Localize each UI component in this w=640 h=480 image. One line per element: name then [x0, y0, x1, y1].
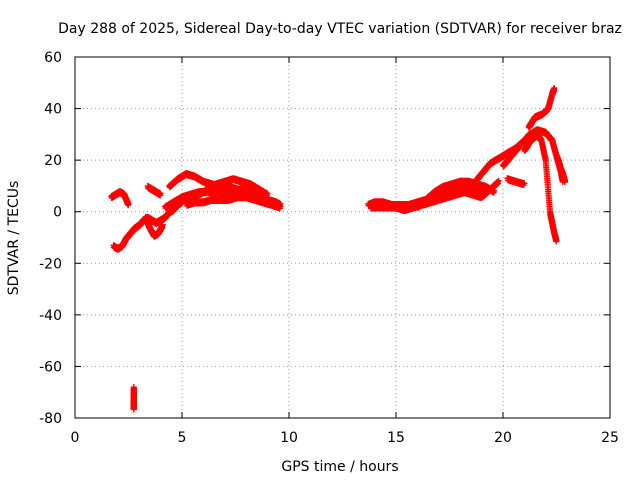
grid-lines [74, 56, 611, 419]
y-tick-label: 0 [53, 205, 62, 221]
series-arc-afternoon-3 [414, 177, 498, 212]
data-point-interp [276, 205, 283, 212]
data-point-interp [125, 202, 132, 209]
series-arc-early-high [108, 188, 132, 209]
data-points [108, 84, 569, 413]
chart-title: Day 288 of 2025, Sidereal Day-to-day VTE… [58, 21, 622, 37]
x-tick-label: 10 [280, 430, 298, 446]
x-tick-label: 25 [601, 430, 619, 446]
series-arc-late [553, 151, 569, 186]
y-tick-label: 60 [44, 50, 62, 66]
data-point-interp [520, 182, 527, 189]
data-point-interp [159, 224, 166, 231]
series-arc-morning-3 [179, 175, 271, 204]
y-axis-label: SDTVAR / TECUs [6, 181, 22, 296]
x-tick-label: 5 [178, 430, 187, 446]
x-axis-label: GPS time / hours [281, 459, 398, 475]
data-point-interp [553, 238, 560, 245]
plot-frame [74, 56, 611, 419]
tick-labels: 0 5 10 15 20 25 -80 -60 -40 -20 0 20 40 60 [39, 50, 619, 446]
data-point-interp [263, 192, 270, 199]
y-tick-label: -20 [39, 256, 62, 272]
series-arc-evening-high [525, 84, 558, 131]
y-tick-label: -60 [39, 359, 62, 375]
x-tick-label: 0 [71, 430, 80, 446]
y-tick-label: 20 [44, 153, 62, 169]
y-tick-label: 40 [44, 102, 62, 118]
series-outlier [130, 384, 137, 413]
data-point-interp [551, 87, 558, 94]
data-point-interp [130, 406, 137, 413]
y-tick-label: -40 [39, 308, 62, 324]
x-tick-label: 20 [494, 430, 512, 446]
series-arc-hook [144, 182, 164, 199]
data-point-interp [490, 189, 497, 196]
series-arc-dip [142, 213, 166, 240]
data-point-interp [157, 192, 164, 199]
data-point-interp [495, 180, 502, 187]
series-arc-evening-tail [504, 175, 528, 189]
series-arc-evening-drop [521, 131, 560, 245]
x-tick-label: 15 [387, 430, 405, 446]
data-point-interp [561, 179, 568, 186]
y-tick-label: -80 [39, 411, 62, 427]
series-arc-morning-4 [183, 193, 284, 212]
